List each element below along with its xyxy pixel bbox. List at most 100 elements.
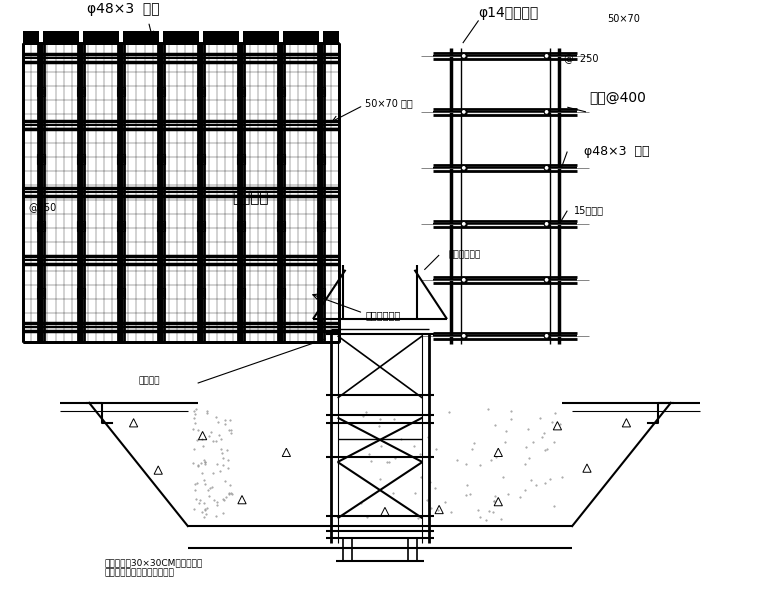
Bar	[119, 156, 123, 162]
Bar	[39, 31, 43, 45]
Bar	[318, 89, 323, 94]
Text: 轮扣式脚手架: 轮扣式脚手架	[366, 310, 401, 320]
Text: 止水锂板: 止水锂板	[232, 190, 268, 205]
Circle shape	[544, 53, 549, 58]
Bar	[157, 289, 165, 298]
Circle shape	[461, 221, 466, 226]
Bar	[119, 290, 123, 296]
Circle shape	[544, 277, 549, 283]
Bar	[77, 86, 85, 97]
Bar	[198, 89, 204, 94]
Bar	[78, 89, 84, 94]
Bar	[158, 223, 163, 229]
Text: 盗圆锯管盖帽: 盗圆锯管盖帽	[449, 251, 481, 260]
Bar	[78, 290, 84, 296]
Circle shape	[544, 334, 549, 338]
Text: @  250: @ 250	[565, 53, 599, 63]
Bar	[279, 31, 283, 45]
Circle shape	[461, 53, 466, 58]
Bar	[77, 289, 85, 298]
Bar	[278, 223, 283, 229]
Bar	[78, 156, 84, 162]
Bar	[239, 31, 243, 45]
Bar	[318, 290, 323, 296]
Bar	[318, 156, 323, 162]
Bar	[39, 290, 43, 296]
Text: 15厘模板: 15厘模板	[574, 206, 604, 215]
Bar	[197, 86, 205, 97]
Text: φ48×3  锂管: φ48×3 锂管	[584, 145, 650, 158]
Circle shape	[461, 277, 466, 283]
Bar	[119, 89, 123, 94]
Bar	[317, 86, 325, 97]
Bar	[237, 289, 245, 298]
Text: 50×70: 50×70	[606, 14, 640, 25]
Bar	[37, 86, 45, 97]
Bar	[237, 221, 245, 231]
Bar	[199, 31, 203, 45]
Bar	[239, 290, 243, 296]
Bar	[117, 289, 125, 298]
Bar	[39, 89, 43, 94]
Bar	[117, 154, 125, 164]
Text: 在底板上放30×30CM的上气间，: 在底板上放30×30CM的上气间，	[104, 558, 202, 567]
Bar	[77, 154, 85, 164]
Bar	[39, 156, 43, 162]
Circle shape	[544, 166, 549, 170]
Bar	[117, 221, 125, 231]
Bar	[278, 290, 283, 296]
Bar	[239, 223, 243, 229]
Bar	[317, 221, 325, 231]
Bar	[198, 223, 204, 229]
Text: 依据实际模板安装的大小而定: 依据实际模板安装的大小而定	[104, 568, 174, 577]
Bar	[277, 154, 285, 164]
Bar	[319, 31, 323, 45]
Bar	[37, 154, 45, 164]
Bar	[158, 156, 163, 162]
Text: φ14止水螺杆: φ14止水螺杆	[479, 7, 539, 20]
Bar	[197, 154, 205, 164]
Bar	[198, 156, 204, 162]
Bar	[79, 31, 83, 45]
Circle shape	[461, 334, 466, 338]
Bar	[318, 223, 323, 229]
Bar	[157, 154, 165, 164]
Circle shape	[461, 109, 466, 115]
Text: 止水奉件: 止水奉件	[138, 377, 160, 386]
Bar	[277, 86, 285, 97]
Bar	[277, 289, 285, 298]
Bar	[237, 86, 245, 97]
Bar	[24, 31, 339, 45]
Bar	[158, 89, 163, 94]
Bar	[157, 221, 165, 231]
Text: 50×70 木方: 50×70 木方	[366, 98, 413, 109]
Text: 锂管@400: 锂管@400	[589, 91, 646, 104]
Bar	[159, 31, 163, 45]
Bar	[77, 221, 85, 231]
Bar	[278, 89, 283, 94]
Bar	[239, 89, 243, 94]
Bar	[39, 223, 43, 229]
Bar	[277, 221, 285, 231]
Bar	[37, 221, 45, 231]
Circle shape	[544, 221, 549, 226]
Bar	[157, 86, 165, 97]
Bar	[317, 154, 325, 164]
Bar	[37, 289, 45, 298]
Bar	[158, 290, 163, 296]
Bar	[198, 290, 204, 296]
Bar	[197, 289, 205, 298]
Circle shape	[544, 109, 549, 115]
Text: @250: @250	[28, 202, 56, 212]
Bar	[239, 156, 243, 162]
Text: φ48×3  锂管: φ48×3 锂管	[87, 2, 160, 16]
Bar	[117, 86, 125, 97]
Bar	[317, 289, 325, 298]
Bar	[237, 154, 245, 164]
Circle shape	[461, 166, 466, 170]
Bar	[119, 223, 123, 229]
Bar	[119, 31, 123, 45]
Bar	[78, 223, 84, 229]
Bar	[197, 221, 205, 231]
Bar	[278, 156, 283, 162]
